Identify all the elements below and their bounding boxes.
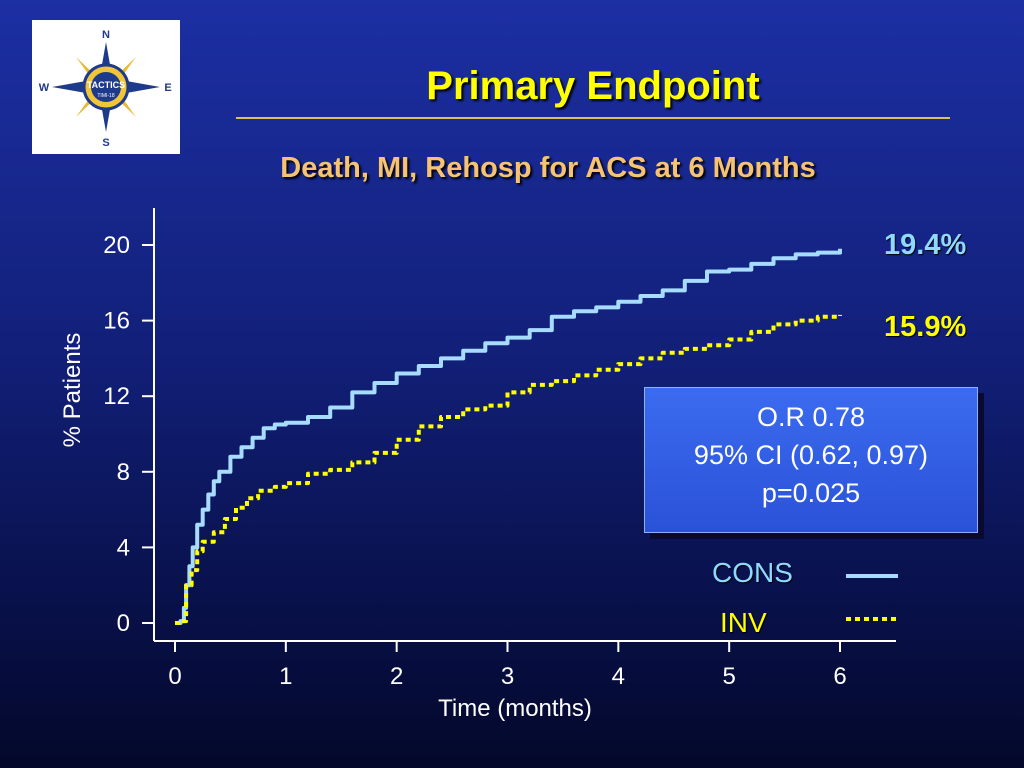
- compass-icon: [52, 42, 160, 132]
- y-tick-label: 20: [103, 232, 130, 259]
- legend-inv-label: INV: [720, 607, 767, 638]
- x-tick-label: 5: [722, 663, 735, 690]
- x-tick-label: 3: [501, 663, 514, 690]
- logo-subtext: TIMI-18: [97, 93, 114, 99]
- compass-w-label: W: [39, 82, 50, 94]
- x-tick-label: 0: [168, 663, 181, 690]
- logo-text: TACTICS: [87, 80, 125, 90]
- y-tick-label: 12: [103, 383, 130, 410]
- p-value-text: p=0.025: [761, 478, 861, 508]
- odds-ratio-box: O.R 0.78 95% CI (0.62, 0.97) p=0.025: [644, 387, 978, 533]
- compass-e-label: E: [164, 82, 171, 94]
- chart-series: [175, 248, 842, 625]
- odds-ratio-text: O.R 0.78: [756, 402, 866, 432]
- x-tick-label: 4: [612, 663, 625, 690]
- y-tick-label: 4: [117, 534, 130, 561]
- title-divider: [236, 117, 950, 119]
- tactics-logo: TACTICS TIMI-18 N S W E: [32, 20, 180, 154]
- y-axis-title: % Patients: [59, 333, 86, 448]
- x-tick-label: 2: [390, 663, 403, 690]
- compass-s-label: S: [102, 137, 109, 149]
- confidence-interval-text: 95% CI (0.62, 0.97): [693, 440, 929, 470]
- y-tick-label: 16: [103, 308, 130, 335]
- x-tick-label: 1: [279, 663, 292, 690]
- slide-title: Primary Endpoint: [426, 64, 760, 108]
- slide-subtitle: Death, MI, Rehosp for ACS at 6 Months: [280, 152, 816, 184]
- y-tick-label: 0: [117, 610, 130, 637]
- x-tick-label: 6: [833, 663, 846, 690]
- cons-end-value: 19.4%: [884, 229, 967, 261]
- legend-swatches: [846, 574, 898, 621]
- y-tick-label: 8: [117, 459, 130, 486]
- compass-n-label: N: [102, 29, 110, 41]
- x-axis-title: Time (months): [438, 695, 592, 722]
- legend-cons-label: CONS: [712, 557, 793, 588]
- series-line-inv: [175, 314, 842, 625]
- inv-end-value: 15.9%: [884, 311, 967, 343]
- series-line-cons: [175, 248, 842, 625]
